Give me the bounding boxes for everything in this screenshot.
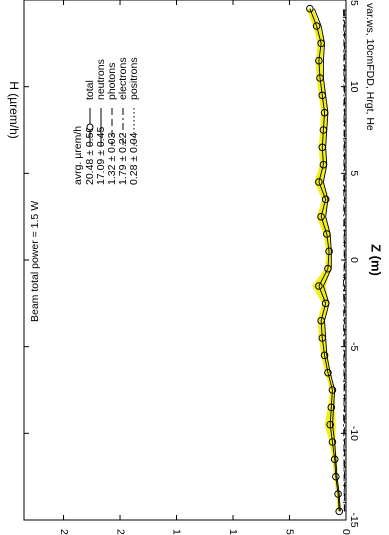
total-error-band: [306, 8, 341, 512]
x-axis-label: Z (m): [369, 244, 384, 276]
legend-value: 20.48 ± 0.50: [84, 127, 96, 185]
legend-value: 0.28 ± 0.04: [128, 132, 140, 185]
total-data-point: [321, 299, 330, 308]
total-data-point: [321, 195, 330, 204]
total-data-point: [324, 368, 332, 377]
header-text: var.ws, 10cmFDD, Hrgt, He: [364, 3, 376, 131]
total-data-point: [318, 334, 327, 342]
legend-marker-total: [86, 123, 94, 131]
data-markers: [306, 4, 344, 516]
legend-series-name: positrons: [128, 57, 140, 100]
legend-series-name: total: [84, 80, 96, 100]
plot-area: -15 -10 -5 0 5 10 15 0 50 100 150 200 250: [23, 0, 360, 535]
legend-value: 17.09 ± 0.45: [95, 127, 107, 185]
x-tick-label: -15: [348, 512, 360, 527]
total-data-point: [317, 316, 325, 325]
total-data-point: [318, 91, 327, 100]
x-tick-label: -10: [348, 426, 360, 441]
x-axis: -15 -10 -5 0 5 10 15: [24, 0, 360, 528]
total-data-point: [324, 264, 332, 273]
y-axis: 0 50 100 150 200 250: [58, 0, 352, 535]
x-tick-label: 0: [348, 257, 360, 263]
total-data-point: [326, 420, 334, 429]
legend: avrg. µrem/h 20.48 ± 0.50 total 17.09 ± 0.…: [72, 57, 140, 185]
total-data-point: [315, 178, 323, 186]
total-data-point: [312, 22, 321, 30]
legend-series-name: neutrons: [95, 59, 107, 100]
x-tick-label: -5: [348, 342, 360, 351]
beam-power-annotation: Beam total power = 1.5 W: [29, 201, 41, 322]
x-tick-label: 15: [348, 0, 360, 6]
legend-value: 1.32 ± 0.03: [106, 132, 118, 185]
series-line-neutrons: [313, 8, 341, 512]
total-data-point: [328, 438, 337, 446]
total-data-point: [335, 507, 344, 516]
total-data-point: [330, 455, 339, 464]
y-tick-label: 150: [171, 529, 183, 535]
total-data-point: [325, 247, 333, 256]
total-data-point: [328, 386, 337, 394]
error-band: [306, 8, 341, 512]
total-data-point: [334, 490, 342, 498]
y-tick-label: 100: [227, 529, 239, 535]
total-data-point: [319, 160, 328, 169]
total-data-point: [332, 472, 340, 481]
total-data-point: [327, 403, 336, 412]
total-data-point: [315, 282, 323, 290]
total-data-point: [320, 351, 329, 360]
total-data-point: [315, 56, 323, 65]
legend-value: 1.79 ± 0.22: [117, 132, 129, 185]
legend-header: avrg. µrem/h: [72, 126, 84, 185]
y-tick-label: 50: [284, 529, 296, 535]
total-data-point: [320, 108, 329, 117]
total-data-point: [306, 4, 314, 13]
y-tick-label: 0: [340, 529, 352, 535]
x-tick-label: 10: [348, 81, 360, 93]
legend-series-name: photons: [106, 63, 118, 100]
total-data-point: [317, 39, 325, 48]
y-tick-label: 200: [114, 529, 126, 535]
total-data-point: [316, 74, 324, 82]
legend-series-name: electrons: [117, 57, 129, 100]
total-data-point: [319, 126, 328, 134]
x-tick-label: 5: [348, 170, 360, 176]
y-tick-label: 250: [58, 529, 70, 535]
total-data-point: [317, 212, 325, 221]
total-data-point: [322, 230, 331, 238]
total-data-point: [318, 143, 327, 152]
y-axis-label: H (µrem/h): [7, 81, 21, 139]
